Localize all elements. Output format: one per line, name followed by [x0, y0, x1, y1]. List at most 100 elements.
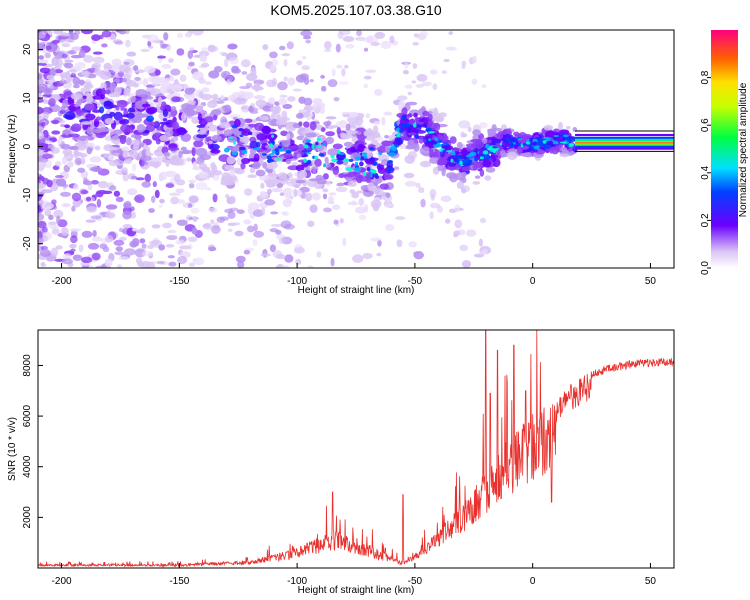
- spectrogram-speckle: [299, 186, 310, 193]
- spectrogram-speckle: [271, 58, 279, 67]
- spectrogram-speckle: [228, 57, 239, 65]
- spectrogram-blob: [170, 84, 183, 93]
- spectrogram-speckle: [444, 218, 451, 224]
- spectrogram-speckle: [292, 88, 303, 92]
- spectrogram-hotspot: [315, 141, 319, 146]
- spectrogram-blob: [248, 105, 254, 113]
- spectrogram-speckle: [269, 244, 277, 253]
- spectrogram-blob: [482, 159, 492, 168]
- spectrogram-speckle: [80, 156, 86, 165]
- spectrogram-speckle: [212, 193, 218, 203]
- spectrogram-speckle: [445, 46, 457, 51]
- spectrogram-hotspot: [399, 128, 404, 133]
- spectrogram-blob: [191, 147, 196, 157]
- spectrogram-ytick-label: 10: [22, 92, 33, 104]
- spectrogram-blob: [162, 108, 169, 117]
- spectrogram-speckle: [270, 211, 279, 215]
- snr-xtick-label: -100: [287, 576, 307, 587]
- spectrogram-blob: [120, 124, 130, 133]
- spectrogram-speckle: [41, 245, 48, 251]
- spectrogram-speckle: [51, 130, 61, 135]
- spectrogram-speckle: [270, 223, 283, 227]
- spectrogram-speckle: [53, 30, 64, 35]
- spectrogram-blob: [398, 100, 406, 109]
- spectrogram-blob: [379, 183, 389, 190]
- spectrogram-speckle: [167, 255, 175, 259]
- spectrogram-speckle: [243, 249, 251, 255]
- snr-xtick-label: 0: [530, 576, 536, 587]
- spectrogram-speckle: [266, 188, 272, 195]
- spectrogram-blob: [82, 123, 88, 131]
- spectrogram-blob: [267, 168, 273, 174]
- spectrogram-speckle: [214, 100, 225, 104]
- spectrogram-blob: [60, 105, 66, 111]
- spectrogram-speckle: [38, 221, 47, 229]
- spectrogram-blob: [160, 101, 167, 108]
- spectrogram-speckle: [419, 160, 432, 168]
- spectrogram-speckle: [144, 173, 151, 183]
- spectrogram-blob: [151, 134, 158, 141]
- spectrogram-speckle: [228, 75, 234, 82]
- spectrogram-hotspot: [274, 148, 279, 152]
- spectrogram-blob: [109, 82, 116, 91]
- spectrogram-blob: [282, 198, 292, 208]
- spectrogram-speckle: [92, 51, 103, 55]
- spectrogram-speckle: [193, 257, 205, 266]
- spectrogram-blob: [271, 180, 281, 184]
- spectrogram-blob: [198, 91, 204, 99]
- spectrogram-blob: [349, 111, 359, 118]
- spectrogram-blob: [136, 123, 146, 133]
- spectrogram-speckle: [141, 243, 147, 249]
- spectrogram-speckle: [187, 236, 198, 243]
- spectrogram-speckle: [58, 119, 66, 124]
- spectrogram-blob: [298, 121, 303, 127]
- spectrogram-speckle: [38, 143, 49, 150]
- spectrogram-speckle: [147, 34, 159, 43]
- spectrogram-speckle: [363, 83, 369, 89]
- spectrogram-hotspot: [515, 140, 519, 145]
- spectrogram-blob: [96, 116, 102, 121]
- spectrogram-blob: [305, 192, 313, 202]
- spectrogram-blob: [266, 164, 274, 170]
- spectrogram-speckle: [293, 246, 306, 254]
- spectrogram-blob: [474, 175, 481, 179]
- spectrogram-blob: [159, 105, 166, 111]
- spectrogram-speckle: [415, 182, 421, 189]
- spectrogram-blob: [278, 98, 288, 106]
- colorbar-tick-label: 0.6: [700, 118, 711, 132]
- spectrogram-blob: [272, 106, 279, 115]
- spectrogram-speckle: [81, 230, 93, 238]
- spectrogram-blob: [69, 145, 79, 150]
- spectrogram-blob: [311, 159, 316, 167]
- spectrogram-blob: [465, 146, 475, 152]
- spectrogram-speckle: [408, 241, 417, 248]
- spectrogram-speckle: [295, 258, 302, 265]
- spectrogram-blob: [336, 187, 348, 193]
- spectrogram-speckle: [327, 79, 338, 88]
- spectrogram-speckle: [299, 73, 309, 81]
- spectrogram-speckle: [92, 229, 97, 238]
- snr-background: [38, 330, 674, 568]
- spectrogram-speckle: [177, 256, 188, 265]
- spectrogram-speckle: [180, 133, 192, 142]
- colorbar-gradient: [711, 30, 738, 268]
- spectrogram-speckle: [344, 64, 349, 69]
- spectrogram-hotspot: [387, 165, 393, 168]
- spectrogram-blob: [138, 113, 149, 118]
- spectrogram-hotspot: [513, 138, 518, 142]
- spectrogram-speckle: [454, 219, 463, 229]
- spectrogram-speckle: [157, 55, 167, 59]
- spectrogram-blob: [516, 145, 523, 155]
- spectrogram-speckle: [461, 260, 472, 268]
- spectrogram-blob: [295, 164, 305, 172]
- spectrogram-speckle: [48, 98, 56, 107]
- spectrogram-blob: [184, 87, 195, 95]
- spectrogram-speckle: [96, 198, 102, 208]
- spectrogram-speckle: [199, 54, 208, 62]
- spectrogram-speckle: [80, 256, 93, 264]
- spectrogram-xtick-label: 50: [645, 276, 657, 287]
- spectrogram-speckle: [253, 95, 266, 100]
- spectrogram-hotspot: [362, 152, 368, 156]
- spectrogram-xtick-label: -150: [169, 276, 189, 287]
- spectrogram-speckle: [61, 43, 71, 48]
